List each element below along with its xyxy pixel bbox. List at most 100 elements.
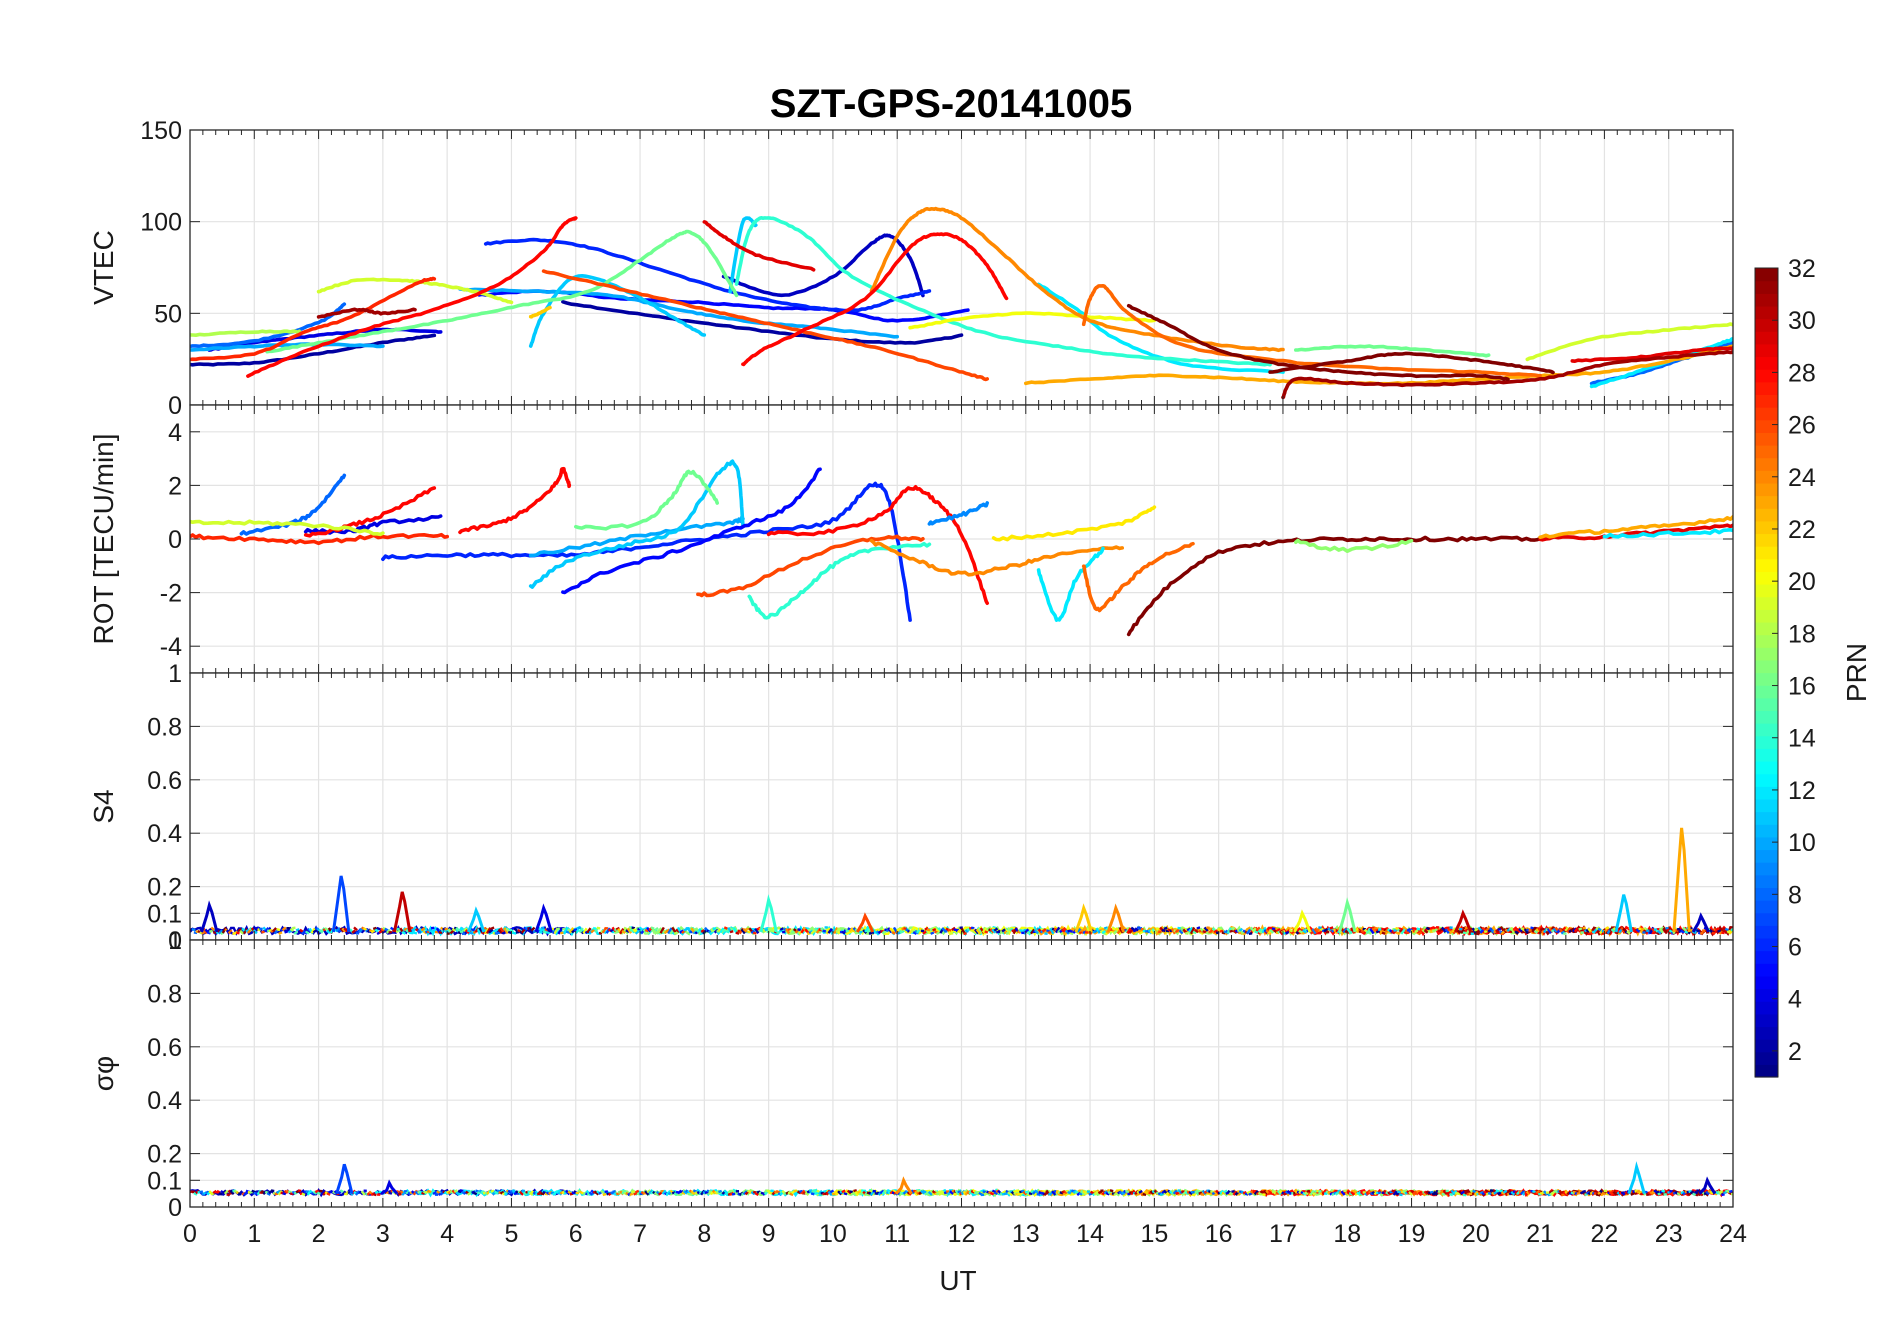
sigma-noise-seg: [341, 1190, 347, 1196]
sigma-noise-seg: [1072, 1189, 1078, 1194]
sigma-noise-seg: [266, 1192, 271, 1196]
s4-noise-seg: [565, 930, 570, 934]
sigma-spike-prn-7: [335, 1163, 354, 1195]
s4-noise-seg: [1319, 927, 1324, 932]
s4-noise-seg: [488, 928, 493, 934]
sigma-noise-seg: [729, 1191, 735, 1196]
colorbar-swatch: [1755, 786, 1778, 800]
s4-noise-seg: [951, 926, 956, 931]
s4-noise-seg: [1113, 929, 1118, 935]
s4-noise-seg: [464, 929, 470, 935]
colorbar-swatch: [1755, 268, 1778, 282]
s4-noise-seg: [1192, 930, 1197, 935]
vtec-arc-prn-24: [869, 206, 1285, 353]
s4-noise-seg: [740, 928, 746, 935]
sigma-noise-seg: [195, 1189, 200, 1195]
y-tick-label: 0.1: [147, 1167, 182, 1195]
s4-noise-seg: [1342, 927, 1348, 934]
s4-noise-seg: [632, 928, 638, 933]
s4-noise-seg: [1456, 929, 1462, 934]
sigma-noise-seg: [1664, 1189, 1670, 1194]
s4-spike-prn-4: [534, 903, 553, 933]
s4-noise-seg: [634, 930, 640, 935]
s4-noise-seg: [411, 927, 416, 932]
sigma-noise-seg: [756, 1190, 761, 1194]
s4-noise-seg: [326, 929, 331, 934]
sigma-noise-seg: [671, 1191, 676, 1195]
s4-noise-seg: [1514, 930, 1519, 935]
rot-arc-prn-11: [528, 459, 745, 589]
s4-noise-seg: [1213, 929, 1219, 934]
sigma-spike-prn-3: [1698, 1176, 1717, 1195]
sigma-noise-seg: [775, 1190, 780, 1194]
s4-noise-seg: [723, 926, 728, 930]
sigma-grid: [190, 940, 1733, 1207]
s4-noise-seg: [652, 930, 657, 934]
s4-noise-seg: [1202, 930, 1207, 934]
s4-noise-seg: [227, 929, 233, 935]
s4-noise-seg: [530, 926, 536, 932]
sigma-noise-seg: [683, 1190, 688, 1195]
sigma-noise-seg: [661, 1189, 667, 1195]
s4-noise-seg: [1578, 927, 1583, 931]
s4-noise-seg: [590, 928, 596, 934]
s4-noise-seg: [1680, 929, 1685, 934]
colorbar-swatch: [1755, 1013, 1778, 1028]
x-tick-label: 12: [948, 1220, 976, 1248]
s4-noise-seg: [922, 930, 927, 935]
s4-noise-seg: [789, 928, 794, 933]
s4-noise-seg: [784, 927, 791, 935]
s4-noise-seg: [1016, 930, 1022, 934]
s4-noise-seg: [810, 930, 816, 935]
colorbar-swatch: [1755, 887, 1778, 901]
s4-noise-seg: [312, 929, 318, 934]
sigma-noise-seg: [344, 1192, 348, 1196]
s4-noise-seg: [1695, 928, 1701, 933]
s4-noise-seg: [582, 927, 588, 934]
sigma-noise-seg: [1709, 1191, 1714, 1195]
s4-noise-seg: [416, 929, 422, 934]
s4-spike-prn-3: [200, 900, 219, 933]
s4-noise-seg: [1425, 926, 1431, 931]
colorbar-swatch: [1755, 963, 1778, 977]
x-tick-label: 18: [1333, 1220, 1361, 1248]
x-tick-label: 2: [312, 1220, 326, 1248]
s4-noise-seg: [245, 928, 250, 933]
sigma-noise-seg: [742, 1190, 748, 1196]
vtec-arc-prn-12: [1036, 282, 1285, 374]
sigma-noise-seg: [1067, 1190, 1072, 1195]
sigma-noise-seg: [827, 1190, 833, 1196]
colorbar-swatch: [1755, 407, 1778, 421]
sigma-noise-seg: [1030, 1189, 1035, 1194]
sigma-noise-seg: [829, 1189, 835, 1194]
s4-noise-seg: [438, 930, 443, 935]
sigma-noise-seg: [1510, 1190, 1516, 1196]
sigma-noise-seg: [1680, 1190, 1685, 1195]
rot-arc-prn-8: [239, 473, 347, 536]
colorbar-swatch: [1755, 710, 1778, 724]
colorbar-swatch: [1755, 697, 1778, 712]
sigma-noise-seg: [1676, 1192, 1681, 1196]
sigma-noise-seg: [1562, 1190, 1568, 1196]
s4-noise-seg: [1473, 927, 1479, 933]
sigma-noise-seg: [360, 1190, 366, 1196]
s4-noise-seg: [1046, 929, 1050, 933]
rot-arc-prn-16: [574, 469, 719, 531]
s4-noise-seg: [463, 927, 468, 932]
s4-noise-seg: [665, 928, 671, 933]
s4-noise-seg: [928, 930, 933, 934]
s4-noise-seg: [261, 930, 265, 934]
s4-noise-seg: [963, 932, 967, 936]
sigma-noise-seg: [1121, 1191, 1126, 1195]
sigma-noise-seg: [1608, 1191, 1614, 1196]
sigma-noise-seg: [239, 1191, 244, 1195]
s4-noise-seg: [908, 928, 914, 935]
x-tick-label: 19: [1398, 1220, 1426, 1248]
rot-arc-prn-5: [561, 467, 822, 595]
s4-noise-seg: [754, 927, 760, 935]
vtec-arc-prn-11: [728, 216, 758, 294]
sigma-noise-seg: [251, 1189, 256, 1194]
s4-noise-seg: [1245, 928, 1252, 935]
sigma-noise-seg: [1514, 1189, 1519, 1195]
s4-noise-seg: [1570, 927, 1575, 932]
